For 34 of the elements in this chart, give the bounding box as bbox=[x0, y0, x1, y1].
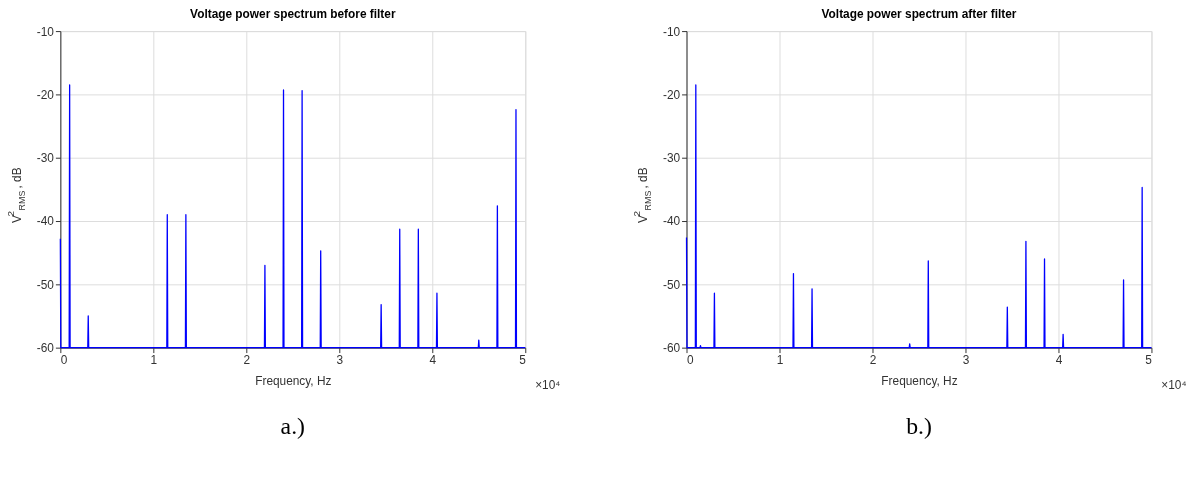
y-axis-title: V2RMS , dB bbox=[4, 167, 27, 223]
y-tick-label: -40 bbox=[662, 214, 681, 229]
y-tick-label: -10 bbox=[662, 24, 681, 39]
y-tick-label: -60 bbox=[36, 341, 55, 356]
y-tick-label: -50 bbox=[36, 277, 55, 292]
x-tick-label: 2 bbox=[243, 352, 251, 367]
x-tick-label: 5 bbox=[1145, 352, 1153, 367]
x-axis-title: Frequency, Hz bbox=[255, 373, 332, 388]
x-tick-label: 1 bbox=[776, 352, 784, 367]
x-tick-label: 4 bbox=[429, 352, 437, 367]
text: a.) bbox=[280, 412, 305, 439]
y-tick-label: -60 bbox=[662, 341, 681, 356]
x-tick-label: 3 bbox=[962, 352, 970, 367]
y-tick-label: -30 bbox=[36, 151, 55, 166]
text: b.) bbox=[906, 412, 932, 439]
x-tick-label: 2 bbox=[869, 352, 877, 367]
y-axis-title: V2RMS , dB bbox=[631, 167, 653, 223]
text: ×10⁴ bbox=[1161, 378, 1187, 393]
text: ×10⁴ bbox=[535, 378, 561, 393]
y-tick-label: -50 bbox=[662, 277, 681, 292]
y-tick-label: -20 bbox=[36, 87, 55, 102]
chart-title: Voltage power spectrum before filter bbox=[190, 7, 396, 22]
y-tick-label: -10 bbox=[36, 24, 55, 39]
y-tick-label: -20 bbox=[662, 87, 681, 102]
x-tick-label: 1 bbox=[150, 352, 158, 367]
x-axis-title: Frequency, Hz bbox=[881, 373, 958, 388]
y-tick-label: -30 bbox=[662, 151, 681, 166]
chart-title: Voltage power spectrum after filter bbox=[821, 7, 1017, 22]
x-tick-label: 4 bbox=[1055, 352, 1063, 367]
x-tick-label: 5 bbox=[519, 352, 527, 367]
x-tick-label: 0 bbox=[60, 352, 68, 367]
x-tick-label: 3 bbox=[336, 352, 344, 367]
y-tick-label: -40 bbox=[36, 214, 55, 229]
x-tick-label: 0 bbox=[687, 352, 695, 367]
